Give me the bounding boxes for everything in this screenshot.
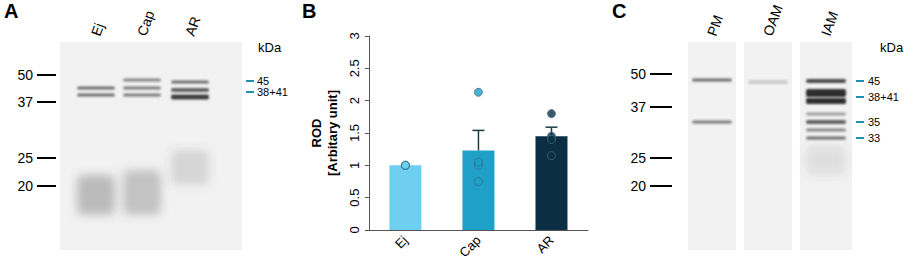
svg-text:38+41: 38+41: [868, 91, 899, 103]
svg-text:50: 50: [17, 67, 33, 83]
svg-text:37: 37: [17, 94, 33, 110]
svg-text:3: 3: [347, 32, 362, 39]
svg-text:20: 20: [17, 178, 33, 194]
svg-text:A: A: [4, 0, 18, 22]
svg-text:Ej: Ej: [392, 233, 411, 252]
svg-text:[Arbitary unit]: [Arbitary unit]: [325, 90, 340, 176]
svg-text:45: 45: [868, 75, 880, 87]
svg-text:0: 0: [347, 226, 362, 233]
svg-text:Cap: Cap: [456, 233, 483, 260]
svg-text:Cap: Cap: [134, 8, 158, 38]
svg-text:PM: PM: [704, 13, 726, 38]
svg-text:ROD: ROD: [309, 119, 324, 148]
svg-text:38+41: 38+41: [257, 86, 288, 98]
svg-text:AR: AR: [533, 233, 556, 256]
svg-text:1: 1: [347, 162, 362, 169]
svg-text:2: 2: [347, 97, 362, 104]
svg-text:37: 37: [630, 99, 646, 115]
svg-text:25: 25: [630, 150, 646, 166]
svg-text:35: 35: [868, 116, 880, 128]
svg-text:AR: AR: [182, 14, 204, 38]
svg-text:B: B: [302, 0, 316, 22]
svg-text:IAM: IAM: [818, 9, 842, 38]
svg-text:2.5: 2.5: [347, 59, 362, 77]
svg-text:kDa: kDa: [880, 40, 904, 55]
svg-text:33: 33: [868, 132, 880, 144]
svg-text:25: 25: [17, 150, 33, 166]
svg-text:1.5: 1.5: [347, 124, 362, 142]
svg-text:45: 45: [257, 75, 270, 87]
svg-text:Ej: Ej: [88, 21, 107, 38]
svg-text:0.5: 0.5: [347, 189, 362, 207]
svg-text:20: 20: [630, 178, 646, 194]
svg-text:kDa: kDa: [258, 40, 282, 55]
svg-text:C: C: [612, 0, 626, 22]
svg-text:OAM: OAM: [760, 3, 786, 38]
svg-text:50: 50: [630, 66, 646, 82]
